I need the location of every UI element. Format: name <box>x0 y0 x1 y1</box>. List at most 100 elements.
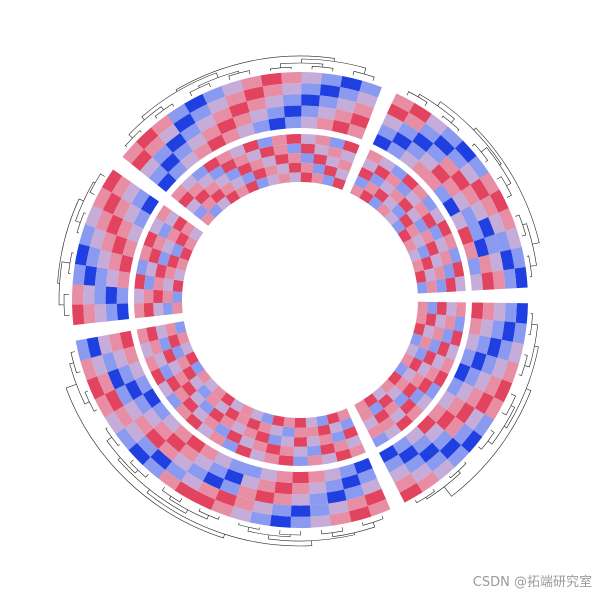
heatmap-cell <box>72 284 84 305</box>
heatmap-cell <box>444 416 465 438</box>
heatmap-cell <box>481 271 495 290</box>
heatmap-cell <box>439 357 455 375</box>
heatmap-cell <box>283 105 302 118</box>
heatmap-cell <box>249 158 265 172</box>
heatmap-cell <box>115 427 137 451</box>
heatmap-cell <box>420 256 434 271</box>
heatmap-cell <box>348 505 372 523</box>
heatmap-cell <box>208 165 226 181</box>
heatmap-cell <box>167 359 183 376</box>
heatmap-cell <box>91 354 108 377</box>
heatmap-cell <box>97 334 113 355</box>
heatmap-cell <box>486 337 502 358</box>
heatmap-cell <box>172 141 194 162</box>
heatmap-cell <box>398 445 419 465</box>
heatmap-cell <box>367 423 385 439</box>
heatmap-cell <box>72 263 86 285</box>
heatmap-cell <box>460 205 478 227</box>
heatmap-cell <box>225 190 241 205</box>
heatmap-cell <box>203 377 219 393</box>
dendrogram-branch <box>68 252 74 274</box>
heatmap-cell <box>409 333 423 347</box>
heatmap-cell <box>465 386 484 409</box>
heatmap-cell <box>235 443 253 459</box>
heatmap-cell <box>316 414 329 427</box>
heatmap-cell <box>349 184 365 199</box>
heatmap-cell <box>134 374 153 395</box>
heatmap-cell <box>323 165 338 178</box>
heatmap-cell <box>405 141 427 161</box>
heatmap-cell <box>291 482 310 495</box>
heatmap-cell <box>377 123 398 142</box>
heatmap-cell <box>214 399 230 415</box>
heatmap-cell <box>444 315 456 331</box>
dendrogram-branch <box>503 345 539 429</box>
heatmap-cell <box>470 273 483 291</box>
dendrogram-branch <box>443 388 532 497</box>
dendrogram-branch <box>473 127 540 245</box>
heatmap-cell <box>172 215 188 232</box>
heatmap-cell <box>301 72 323 85</box>
heatmap-cell <box>257 478 276 493</box>
heatmap-cell <box>401 173 419 191</box>
heatmap-cell <box>181 380 197 397</box>
heatmap-cell <box>282 83 302 96</box>
heatmap-cell <box>428 224 444 241</box>
heatmap-cell <box>186 132 208 152</box>
heatmap-cell <box>401 382 418 399</box>
heatmap-cell <box>174 370 190 387</box>
heatmap-cell <box>151 401 171 421</box>
heatmap-cell <box>470 351 487 372</box>
heatmap-cell <box>309 492 329 506</box>
heatmap-cell <box>490 320 505 340</box>
heatmap-cell <box>180 341 194 356</box>
heatmap-cell <box>150 367 166 386</box>
heatmap-cell <box>114 384 134 406</box>
heatmap-cell <box>192 491 216 510</box>
heatmap-cell <box>259 145 275 159</box>
heatmap-cell <box>323 467 342 482</box>
dendrogram-branch <box>238 522 260 530</box>
heatmap-cell <box>178 191 195 208</box>
heatmap-cell <box>366 149 384 165</box>
heatmap-cell <box>510 246 526 269</box>
heatmap-cell <box>435 278 447 293</box>
heatmap-cell <box>425 113 449 136</box>
dendrogram-branch <box>189 82 211 97</box>
heatmap-cell <box>403 112 426 133</box>
heatmap-cell <box>165 392 183 410</box>
heatmap-cell <box>281 426 295 438</box>
heatmap-cell <box>283 416 296 428</box>
heatmap-cell <box>197 481 220 500</box>
dendrogram-branch <box>417 93 455 123</box>
dendrogram-branch <box>168 496 209 520</box>
heatmap-cell <box>342 425 359 440</box>
heatmap-cell <box>249 511 272 527</box>
dendrogram-branch <box>528 313 533 335</box>
heatmap-cell <box>436 301 447 316</box>
heatmap-cell <box>220 181 236 197</box>
heatmap-cell <box>340 149 357 163</box>
heatmap-cell <box>127 223 144 243</box>
heatmap-cell <box>394 362 409 377</box>
heatmap-cell <box>416 361 432 378</box>
heatmap-cell <box>276 163 290 175</box>
heatmap-cell <box>372 133 393 152</box>
heatmap-cell <box>245 148 262 163</box>
heatmap-cell <box>429 206 446 225</box>
heatmap-cell <box>453 362 471 383</box>
heatmap-cell <box>317 424 332 436</box>
heatmap-cell <box>157 380 174 398</box>
heatmap-cell <box>173 424 194 444</box>
heatmap-cell <box>192 406 209 423</box>
heatmap-cell <box>353 102 374 119</box>
heatmap-cell <box>446 376 464 397</box>
heatmap-cell <box>241 171 257 185</box>
heatmap-cell <box>334 108 354 124</box>
heatmap-cell <box>421 194 438 213</box>
heatmap-cell <box>418 123 441 144</box>
heatmap-cell <box>153 289 164 304</box>
heatmap-cell <box>294 427 307 438</box>
heatmap-cell <box>468 317 483 336</box>
heatmap-cell <box>395 414 413 432</box>
